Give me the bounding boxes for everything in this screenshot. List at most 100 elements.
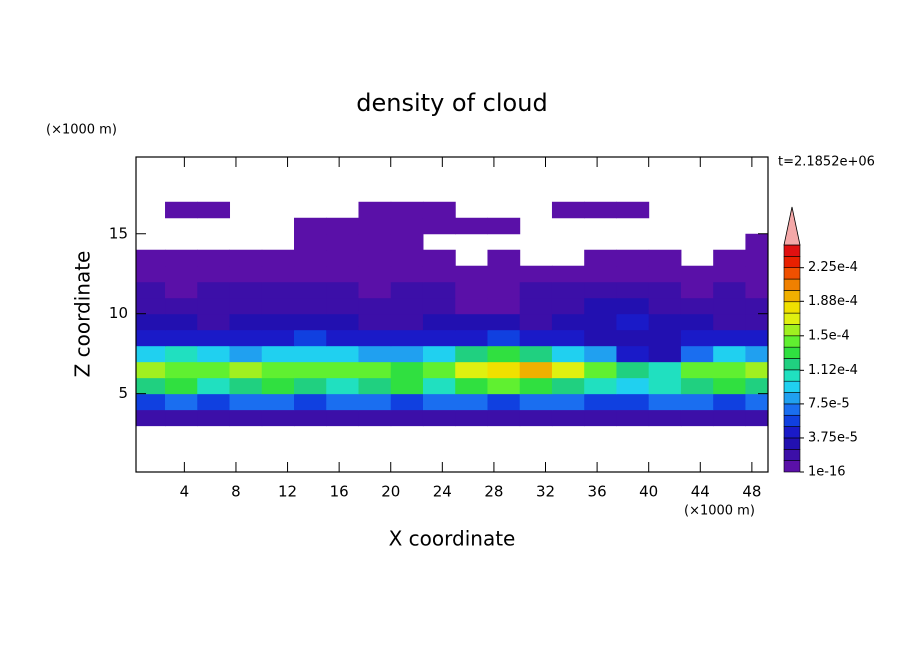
field-cell [648,265,682,283]
field-cell [487,297,521,315]
field-cell [136,345,166,363]
field-cell [422,249,456,267]
field-cell [713,361,746,379]
field-cell [229,409,263,427]
field-cell [584,393,617,411]
field-cell [165,345,198,363]
field-cell [680,265,714,283]
field-cell [136,361,166,379]
field-cell [745,265,768,283]
field-cell [165,249,198,267]
field-cell [487,329,521,347]
field-cell [745,345,768,363]
field-cell [455,329,488,347]
field-cell [680,409,714,427]
field-cell [136,329,166,347]
field-cell [358,233,392,251]
colorbar-box [783,380,801,393]
field-cell [551,265,585,283]
field-cell [326,393,359,411]
colorbar-box [783,369,801,382]
field-cell [551,329,585,347]
field-cell [648,393,682,411]
field-cell [261,329,295,347]
field-cell [294,249,327,267]
x-tick-label: 32 [536,483,555,501]
field-cell [197,297,231,315]
field-cell [616,409,650,427]
field-cell [422,217,456,235]
field-cell [713,249,746,267]
field-cell [648,281,682,299]
field-cell [519,329,553,347]
field-cell [390,409,424,427]
field-cell [616,329,650,347]
y-axis-label: Z coordinate [71,251,95,378]
field-cell [136,377,166,395]
field-cell [326,313,359,331]
field-cell [358,345,392,363]
field-cell [616,361,650,379]
field [136,201,768,427]
field-cell [745,249,768,267]
field-cell [229,265,263,283]
colorbar-tick-label: 1.5e-4 [808,328,850,343]
field-cell [197,377,231,395]
field-cell [455,393,488,411]
x-unit-label: (×1000 m) [684,504,755,519]
field-cell [648,297,682,315]
field-cell [519,345,553,363]
field-cell [294,281,327,299]
field-cell [326,409,359,427]
field-cell [229,377,263,395]
field-cell [390,329,424,347]
field-cell [487,281,521,299]
field-cell [745,233,768,251]
field-cell [680,281,714,299]
field-cell [745,313,768,331]
colorbar-tick-label: 1e-16 [808,465,846,480]
colorbar-box [783,301,801,314]
field-cell [358,265,392,283]
field-cell [648,361,682,379]
field-cell [390,249,424,267]
field-cell [261,409,295,427]
field-cell [229,393,263,411]
field-cell [390,201,424,219]
field-cell [487,265,521,283]
colorbar-tick-label: 7.5e-5 [808,396,850,411]
field-cell [422,313,456,331]
field-cell [487,409,521,427]
field-cell [519,361,553,379]
field-cell [584,201,617,219]
field-cell [294,313,327,331]
field-cell [455,409,488,427]
field-cell [616,345,650,363]
field-cell [422,201,456,219]
field-cell [551,409,585,427]
field-cell [197,249,231,267]
field-cell [422,265,456,283]
field-cell [680,297,714,315]
field-cell [197,409,231,427]
colorbar-tick-label: 1.88e-4 [808,294,858,309]
colorbar-box [783,403,801,416]
field-cell [713,377,746,395]
field-cell [326,233,359,251]
field-cell [422,345,456,363]
colorbar-box [783,256,801,269]
field-cell [390,233,424,251]
colorbar-box [783,460,801,473]
x-tick-label: 36 [588,483,607,501]
field-cell [165,329,198,347]
field-cell [358,329,392,347]
field-cell [390,361,424,379]
field-cell [422,329,456,347]
field-cell [422,281,456,299]
field-cell [197,361,231,379]
field-cell [616,377,650,395]
colorbar-box [783,358,801,371]
field-cell [648,409,682,427]
field-cell [713,281,746,299]
